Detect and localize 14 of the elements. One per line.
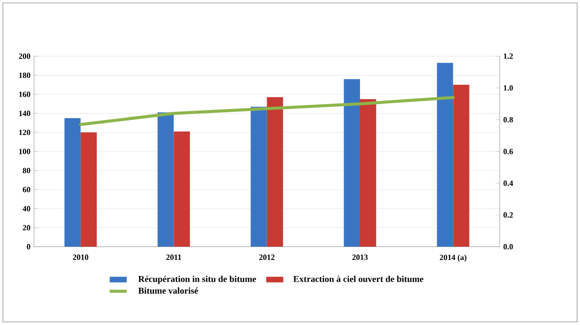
legend-label: Récupération in situ de bitume: [138, 276, 256, 284]
bar: [250, 106, 267, 247]
legend-label: Bitume valorisé: [138, 288, 198, 294]
bar: [453, 84, 470, 247]
bar: [64, 118, 81, 247]
bar: [436, 62, 454, 247]
bar: [266, 97, 284, 247]
legend-label: Extraction à ciel ouvert de bitume: [293, 276, 424, 282]
bar: [158, 112, 174, 247]
line-series: [79, 96, 455, 126]
bar: [344, 79, 360, 247]
bar: [360, 99, 376, 247]
bar: [80, 132, 97, 247]
bar: [174, 132, 190, 247]
